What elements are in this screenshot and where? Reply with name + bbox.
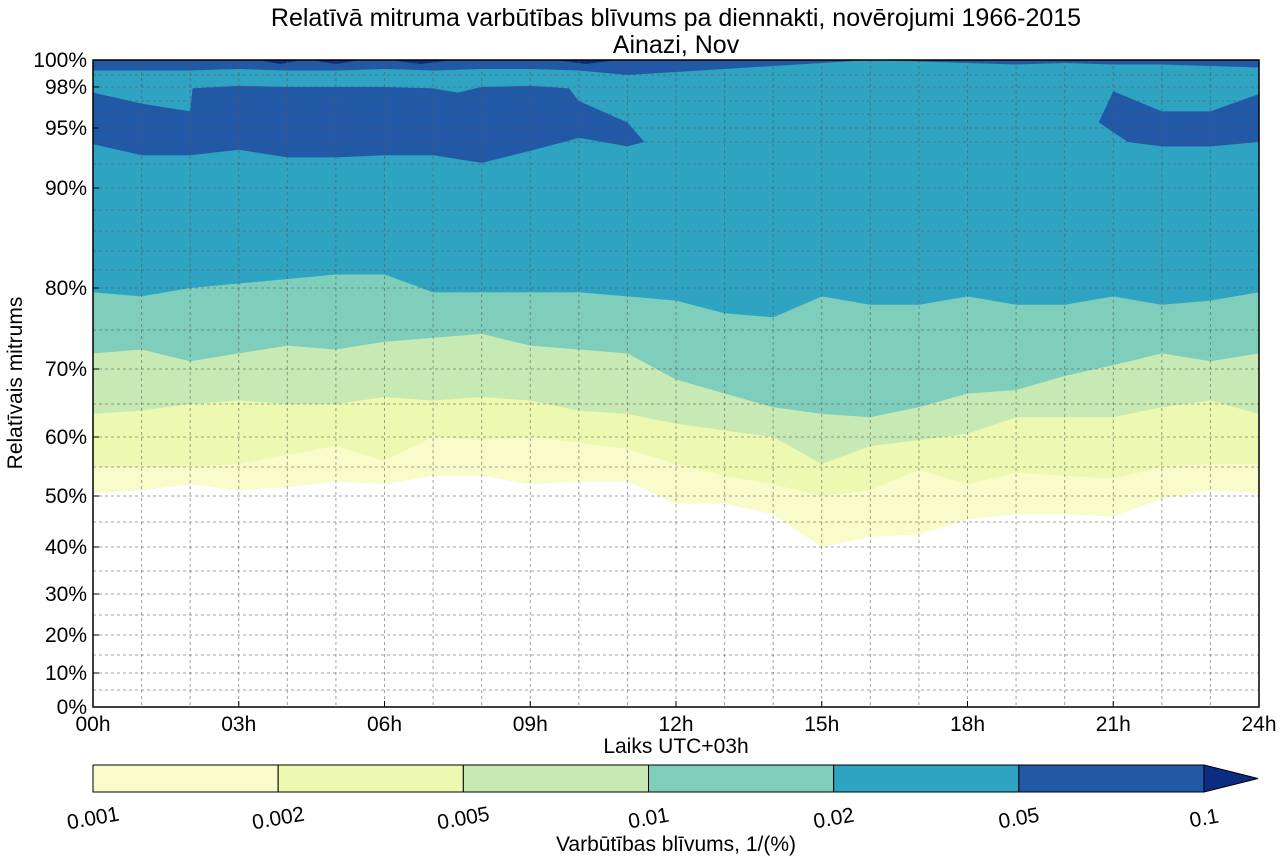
y-tick-label: 95% xyxy=(45,117,87,140)
x-tick-label: 00h xyxy=(75,713,110,736)
y-tick-label: 40% xyxy=(45,536,87,559)
contour-region-0.1 xyxy=(389,60,453,64)
x-tick-label: 12h xyxy=(658,713,693,736)
chart-subtitle: Ainazi, Nov xyxy=(613,31,740,59)
x-tick-label: 15h xyxy=(804,713,839,736)
y-tick-label: 0% xyxy=(57,696,87,719)
plot-area xyxy=(92,59,1260,708)
colorbar-tick-label: 0.001 xyxy=(65,803,121,835)
colorbar-label: Varbūtības blīvums, 1/(%) xyxy=(556,833,796,856)
y-axis-label: Relatīvais mitrums xyxy=(4,297,27,470)
colorbar-tick-label: 0.002 xyxy=(250,803,306,835)
colorbar-tick-label: 0.1 xyxy=(1188,805,1221,833)
y-tick-label: 70% xyxy=(45,358,87,381)
contour-region-0.1 xyxy=(258,60,302,64)
x-tick-label: 06h xyxy=(367,713,402,736)
colorbar-segment xyxy=(648,764,835,793)
x-tick-label: 18h xyxy=(950,713,985,736)
y-tick-label: 30% xyxy=(45,583,87,606)
contour-region-0.05 xyxy=(1098,91,1259,147)
colorbar-tick-label: 0.02 xyxy=(812,804,856,834)
y-tick-label: 10% xyxy=(45,662,87,685)
colorbar: 0.001 0.002 0.005 0.01 0.02 0.05 0.1 xyxy=(65,764,1259,835)
x-tick-label: 24h xyxy=(1241,713,1276,736)
x-tick-label: 03h xyxy=(221,713,256,736)
colorbar-tick-label: 0.01 xyxy=(626,804,670,834)
colorbar-tick-label: 0.05 xyxy=(997,804,1041,834)
chart-title: Relatīvā mitruma varbūtības blīvums pa d… xyxy=(271,4,1081,32)
y-tick-label: 60% xyxy=(45,426,87,449)
y-axis-ticks: 0% 10% 20% 30% 40% 50% 60% 70% 80% 90% 95% 98% 100% xyxy=(33,49,99,719)
x-axis-ticks: 00h 03h 06h 09h 12h 15h 18h 21h 24h xyxy=(75,701,1277,736)
y-tick-label: 90% xyxy=(45,177,87,200)
contour-region-0.05 xyxy=(93,85,645,163)
x-tick-label: 09h xyxy=(513,713,548,736)
colorbar-segment xyxy=(462,764,650,793)
y-tick-label: 98% xyxy=(45,76,87,99)
contour-region-0.1 xyxy=(554,60,618,64)
colorbar-segment xyxy=(1018,764,1205,793)
x-tick-label: 21h xyxy=(1096,713,1131,736)
y-tick-label: 100% xyxy=(33,49,87,72)
x-axis-label: Laiks UTC+03h xyxy=(603,735,748,758)
y-tick-label: 80% xyxy=(45,277,87,300)
y-tick-label: 50% xyxy=(45,485,87,508)
y-tick-label: 20% xyxy=(45,624,87,647)
colorbar-segment xyxy=(277,764,464,793)
colorbar-tick-label: 0.005 xyxy=(436,803,492,835)
colorbar-extend-arrow xyxy=(1203,764,1259,793)
grid-lines xyxy=(93,60,1259,707)
colorbar-segment xyxy=(833,764,1020,793)
colorbar-segment xyxy=(92,764,279,793)
